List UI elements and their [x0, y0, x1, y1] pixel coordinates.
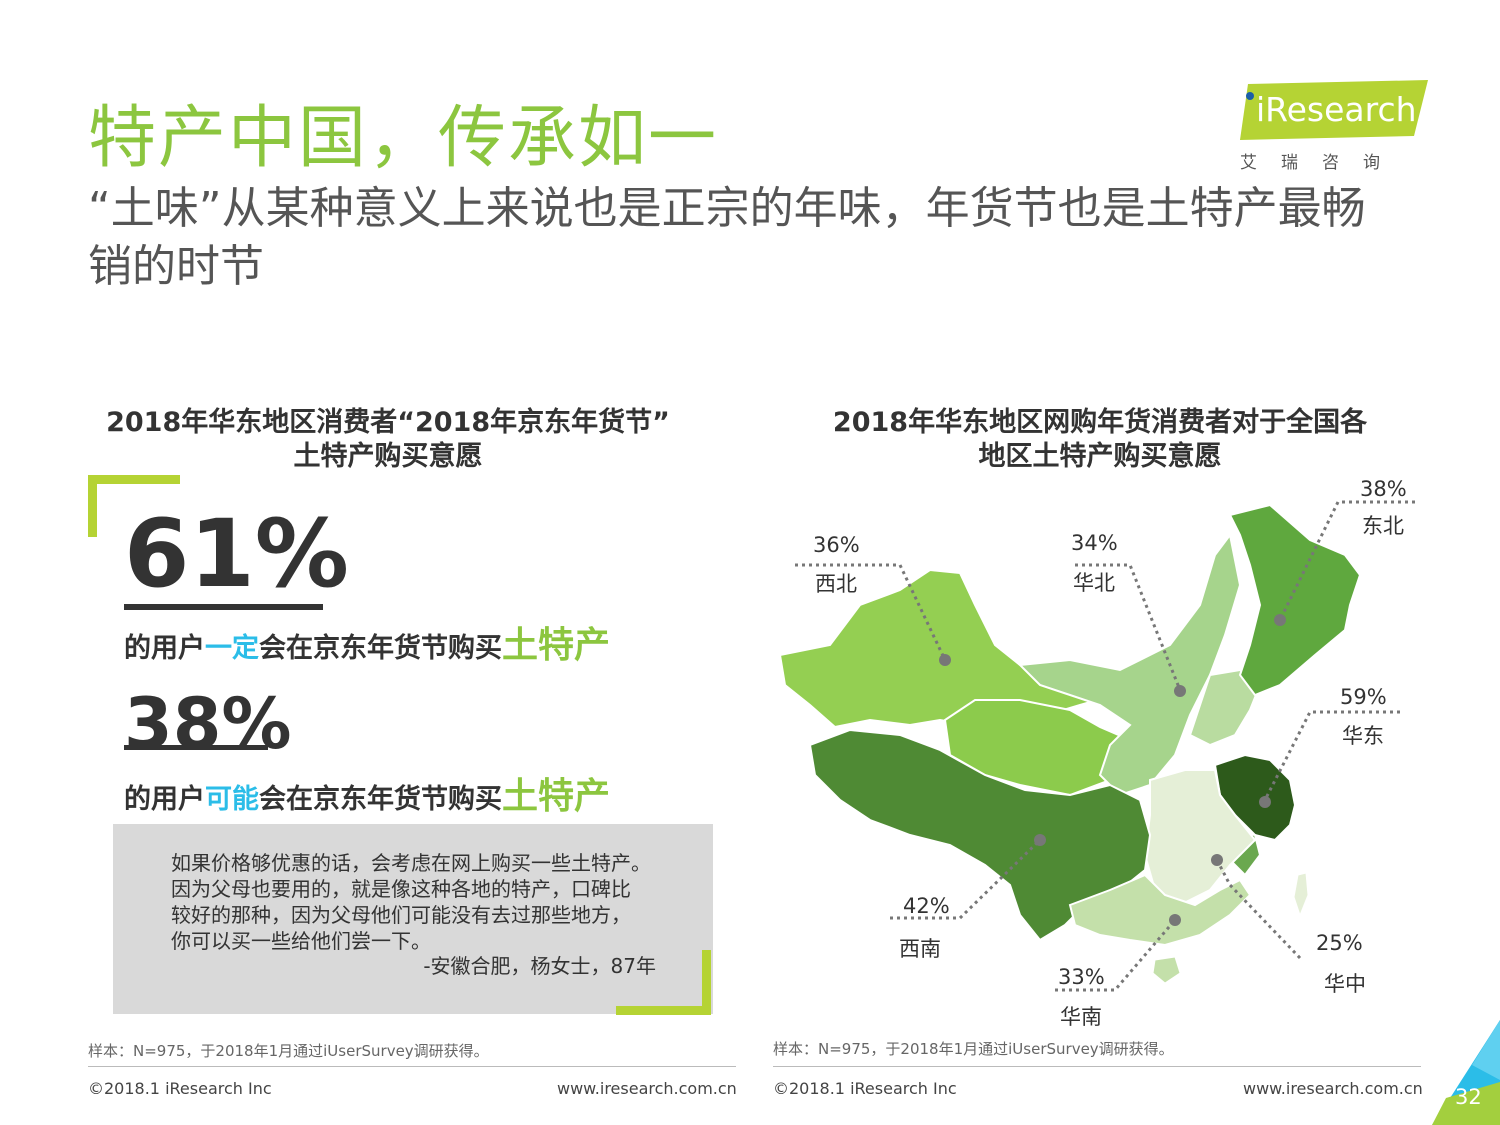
- left-section-title: 2018年华东地区消费者“2018年京东年货节” 土特产购买意愿: [88, 406, 688, 474]
- label-dongbei-name: 东北: [1362, 514, 1404, 538]
- corner-decoration: [1432, 1020, 1500, 1125]
- footer-copyright-right: ©2018.1 iResearch Inc: [773, 1079, 957, 1098]
- label-huazhong-name: 华中: [1324, 972, 1366, 996]
- bracket-top-left: [88, 475, 180, 537]
- quote-line: 如果价格够优惠的话，会考虑在网上购买一些土特产。: [171, 851, 651, 875]
- left-title-line1: 2018年华东地区消费者“2018年京东年货节”: [106, 407, 670, 438]
- label-huabei-name: 华北: [1073, 571, 1115, 595]
- label-huanan-pct: 33%: [1058, 965, 1105, 989]
- stat-38-underline: [124, 745, 268, 750]
- label-huadong-pct: 59%: [1340, 685, 1387, 709]
- footer-copyright-left: ©2018.1 iResearch Inc: [88, 1079, 272, 1098]
- stat-38-emphasis: 可能: [205, 784, 259, 815]
- island-hainan: [1152, 956, 1181, 984]
- stat-38-text: 的用户可能会在京东年货节购买土特产: [124, 767, 610, 819]
- right-section-title: 2018年华东地区网购年货消费者对于全国各 地区土特产购买意愿: [770, 406, 1430, 474]
- logo-text: iResearch: [1256, 90, 1417, 129]
- quote-text: 如果价格够优惠的话，会考虑在网上购买一些土特产。 因为父母也要用的，就是像这种各…: [171, 850, 671, 954]
- region-huanan: [1068, 873, 1252, 947]
- right-title-line1: 2018年华东地区网购年货消费者对于全国各: [832, 407, 1368, 438]
- label-xibei-pct: 36%: [813, 533, 860, 557]
- label-xinan-name: 西南: [899, 937, 941, 961]
- left-title-line2: 土特产购买意愿: [293, 441, 483, 472]
- iresearch-logo: iResearch 艾瑞咨询: [1238, 78, 1428, 173]
- page-number: 32: [1455, 1085, 1482, 1109]
- quote-box: 如果价格够优惠的话，会考虑在网上购买一些土特产。 因为父母也要用的，就是像这种各…: [113, 824, 713, 1014]
- bracket-bottom-right: [616, 950, 711, 1015]
- quote-source: -安徽合肥，杨女士，87年: [423, 954, 656, 978]
- right-sample-note: 样本：N=975，于2018年1月通过iUserSurvey调研获得。: [773, 1040, 1174, 1058]
- stat-38-item: 土特产: [502, 776, 611, 817]
- region-dongbei: [1228, 503, 1362, 697]
- stat-61-item: 土特产: [502, 625, 611, 666]
- quote-line: 你可以买一些给他们尝一下。: [171, 929, 431, 953]
- stat-38-mid: 会在京东年货节购买: [259, 784, 502, 815]
- left-divider: [88, 1066, 736, 1067]
- label-huanan-name: 华南: [1060, 1005, 1102, 1029]
- stat-61-underline: [124, 604, 323, 610]
- label-xibei-name: 西北: [815, 572, 857, 596]
- region-huabei: [1017, 532, 1242, 797]
- page-title: 特产中国，传承如一: [88, 99, 719, 178]
- island-taiwan: [1293, 872, 1309, 917]
- label-huazhong-pct: 25%: [1316, 931, 1363, 955]
- page-subtitle: “土味”从某种意义上来说也是正宗的年味，年货节也是土特产最畅销的时节: [88, 183, 1366, 292]
- stat-61-mid: 会在京东年货节购买: [259, 633, 502, 664]
- label-huadong-name: 华东: [1342, 724, 1384, 748]
- right-divider: [773, 1066, 1421, 1067]
- label-xinan-pct: 42%: [903, 894, 950, 918]
- footer-site-right[interactable]: www.iresearch.com.cn: [1243, 1079, 1423, 1098]
- stat-61-text: 的用户一定会在京东年货节购买土特产: [124, 616, 610, 668]
- stat-38-pre: 的用户: [124, 784, 205, 815]
- stat-38-value: 38%: [124, 683, 292, 765]
- china-region-map: [778, 500, 1415, 992]
- quote-line: 较好的那种，因为父母他们可能没有去过那些地方，: [171, 903, 631, 927]
- left-sample-note: 样本：N=975，于2018年1月通过iUserSurvey调研获得。: [88, 1042, 489, 1060]
- label-dongbei-pct: 38%: [1360, 477, 1407, 501]
- footer-site-left[interactable]: www.iresearch.com.cn: [557, 1079, 737, 1098]
- stat-61-emphasis: 一定: [205, 633, 259, 664]
- stat-61-value: 61%: [124, 500, 349, 609]
- logo-subtext: 艾瑞咨询: [1240, 153, 1404, 173]
- stat-61-pre: 的用户: [124, 633, 205, 664]
- quote-line: 因为父母也要用的，就是像这种各地的特产，口碑比: [171, 877, 631, 901]
- right-title-line2: 地区土特产购买意愿: [978, 441, 1222, 472]
- label-huabei-pct: 34%: [1071, 531, 1118, 555]
